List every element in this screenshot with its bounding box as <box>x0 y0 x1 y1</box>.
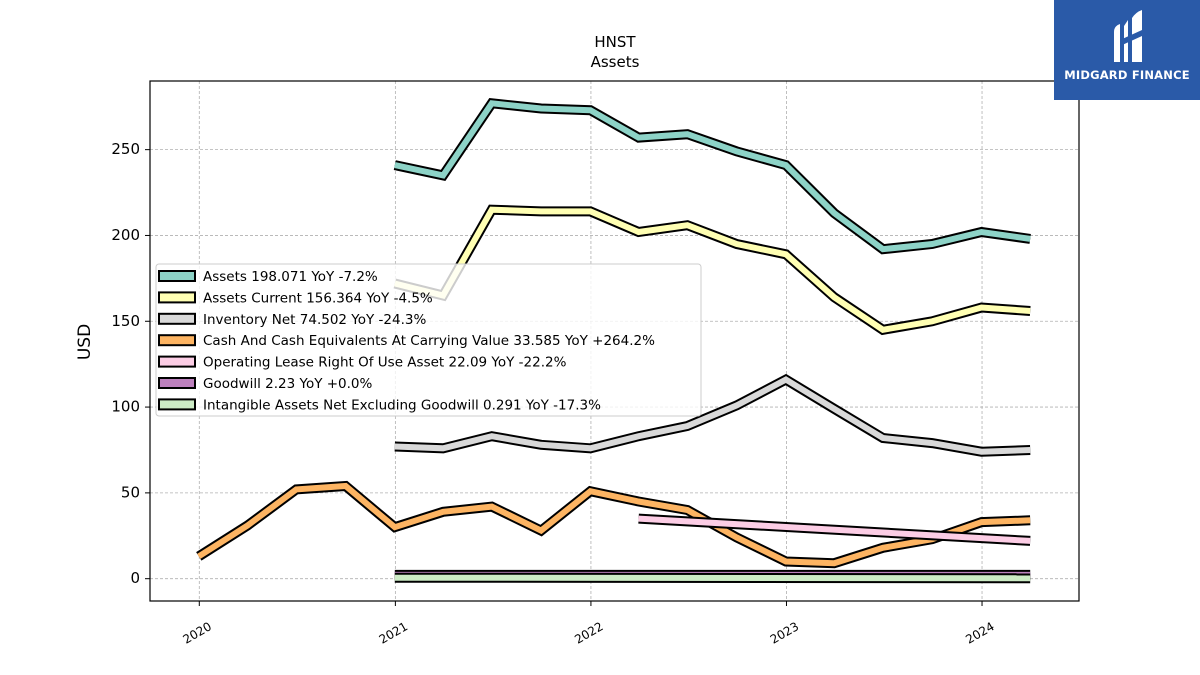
y-tick-label: 150 <box>111 312 140 330</box>
legend-box <box>155 263 702 417</box>
legend-swatch <box>158 377 196 389</box>
y-axis-label: USD <box>75 324 95 360</box>
logo-mark-icon <box>1114 10 1142 62</box>
y-tick-label: 250 <box>111 140 140 158</box>
chart-title: HNST <box>594 33 636 51</box>
x-tick-label: 2021 <box>377 619 410 646</box>
series-lines <box>196 98 1031 584</box>
legend-label: Cash And Cash Equivalents At Carrying Va… <box>203 333 655 349</box>
series-line <box>394 100 1031 253</box>
legend-swatch <box>158 312 196 325</box>
series-line <box>394 206 1031 333</box>
brand-logo: MIDGARD FINANCE <box>1054 0 1200 100</box>
plot-frame <box>149 80 1080 602</box>
series-line <box>197 482 1031 567</box>
legend-label: Intangible Assets Net Excluding Goodwill… <box>203 397 601 413</box>
x-tick-label: 2020 <box>181 619 214 646</box>
y-tick-label: 200 <box>111 226 140 244</box>
legend-swatch <box>158 355 196 368</box>
legend-swatch <box>158 398 196 411</box>
legend-label: Assets Current 156.364 YoY -4.5% <box>203 290 433 306</box>
legend-label: Goodwill 2.23 YoY +0.0% <box>203 376 373 392</box>
series-line-outline <box>393 98 1031 255</box>
y-tick-label: 0 <box>130 569 140 587</box>
legend-swatch <box>158 291 196 304</box>
x-tick-label: 2023 <box>768 619 801 646</box>
legend-label: Assets 198.071 YoY -7.2% <box>203 269 378 285</box>
series-line <box>394 574 1031 582</box>
legend: Assets 198.071 YoY -7.2% Assets Current 1… <box>155 263 702 417</box>
legend-swatch <box>158 270 196 282</box>
chart-subtitle: Assets <box>591 53 640 71</box>
legend-swatch <box>158 334 196 347</box>
legend-label: Operating Lease Right Of Use Asset 22.09… <box>203 355 567 371</box>
x-tick-label: 2022 <box>572 619 605 646</box>
x-tick-label: 2024 <box>963 619 996 646</box>
y-tick-label: 50 <box>121 483 140 501</box>
series-line <box>638 515 1031 544</box>
brand-name: MIDGARD FINANCE <box>1064 68 1190 82</box>
legend-label: Inventory Net 74.502 YoY -24.3% <box>203 312 426 328</box>
series-line <box>394 376 1031 455</box>
y-tick-label: 100 <box>111 398 140 416</box>
